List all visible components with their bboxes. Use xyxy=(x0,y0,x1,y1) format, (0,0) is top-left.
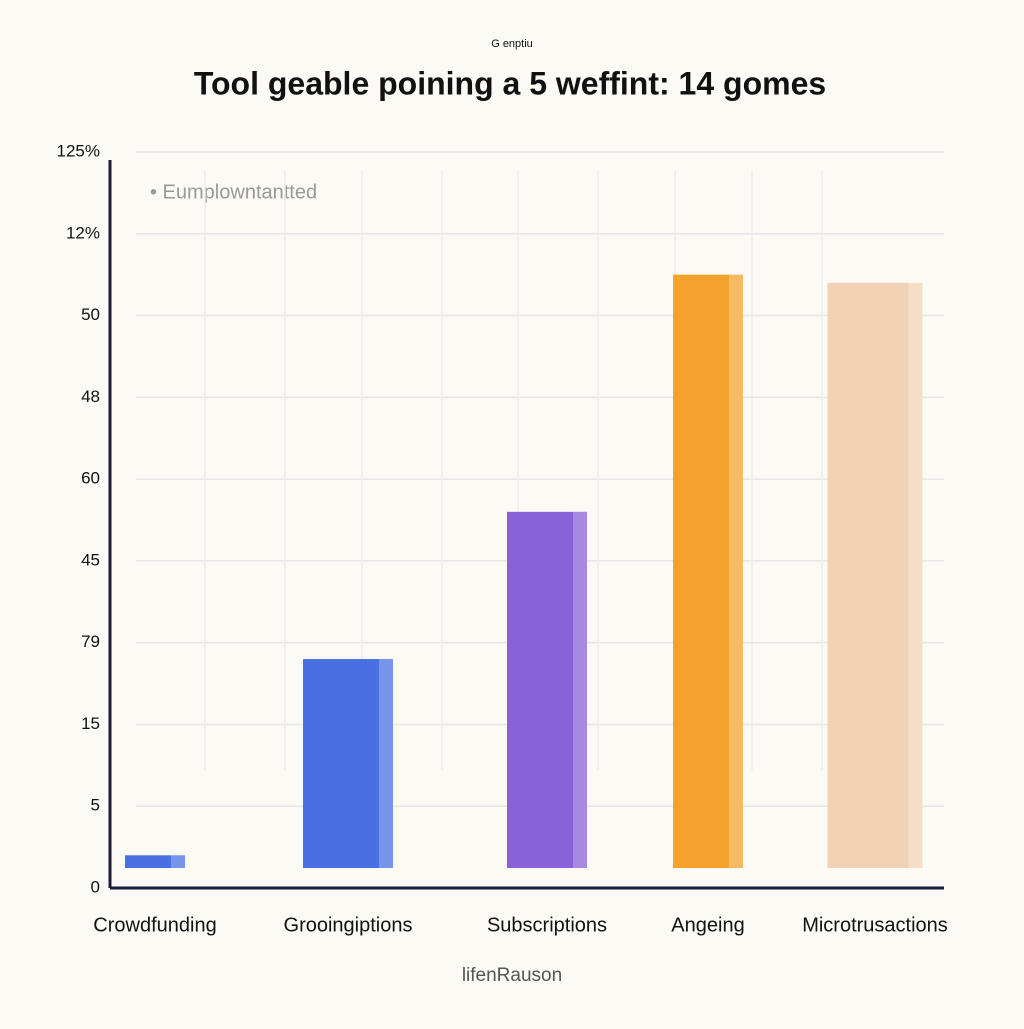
bar-side xyxy=(908,282,923,868)
bar xyxy=(673,274,743,869)
brand: G enptiu xyxy=(491,38,533,50)
x-tick-label: Grooingiptions xyxy=(284,914,413,936)
y-tick-label: 60 xyxy=(81,469,100,488)
bar xyxy=(303,659,393,868)
y-tick-label: 125% xyxy=(57,141,100,160)
y-tick-label: 79 xyxy=(81,632,100,651)
y-tick-label: 12% xyxy=(66,223,100,242)
bar-side xyxy=(729,274,743,869)
y-tick-label: 45 xyxy=(81,550,100,569)
legend-label: • Eumplowntantted xyxy=(150,181,317,203)
bar xyxy=(507,511,587,868)
chart-title: Tool geable poining a 5 weffint: 14 gome… xyxy=(194,65,826,101)
y-tick-label: 15 xyxy=(81,714,100,733)
x-tick-label: Subscriptions xyxy=(487,914,607,936)
bar-side xyxy=(171,855,185,868)
bar-side xyxy=(573,511,587,868)
footer: lifenRauson xyxy=(462,965,562,986)
x-tick-label: Angeing xyxy=(671,914,744,936)
y-tick-label: 50 xyxy=(81,305,100,324)
y-tick-label: 48 xyxy=(81,387,100,406)
y-tick-label: 0 xyxy=(91,877,100,896)
bar xyxy=(125,855,185,868)
x-tick-label: Microtrusactions xyxy=(802,914,948,936)
y-tick-label: 5 xyxy=(91,796,100,815)
bar xyxy=(827,282,923,868)
bar-side xyxy=(379,659,393,868)
x-tick-label: Crowdfunding xyxy=(93,914,216,936)
